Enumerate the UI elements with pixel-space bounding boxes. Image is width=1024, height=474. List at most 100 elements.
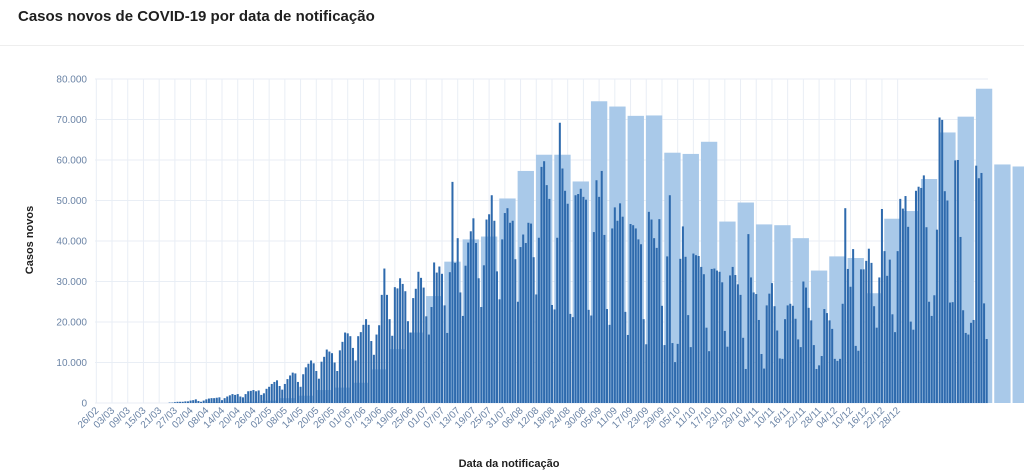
daily-bar (619, 203, 622, 403)
daily-bar (962, 310, 965, 403)
daily-bar (401, 283, 404, 403)
daily-bar (687, 315, 690, 403)
daily-bar (742, 337, 745, 403)
daily-bar (302, 374, 305, 403)
daily-bar (323, 356, 326, 403)
daily-bar (592, 232, 595, 403)
daily-bar (524, 243, 527, 403)
daily-bar (773, 306, 776, 403)
daily-bar (414, 288, 417, 403)
daily-bar (789, 303, 792, 403)
daily-bar (535, 294, 538, 403)
daily-bar (464, 265, 467, 403)
daily-bar (689, 347, 692, 403)
daily-bar (189, 400, 192, 403)
daily-bar (532, 257, 535, 403)
daily-bar (223, 398, 226, 403)
daily-bar (574, 195, 577, 403)
daily-bar (461, 315, 464, 403)
daily-bar (475, 243, 478, 403)
daily-bar (396, 288, 399, 403)
daily-bar (883, 251, 886, 403)
daily-bar (241, 397, 244, 403)
daily-bar (372, 354, 375, 403)
daily-bar (943, 191, 946, 403)
daily-bar (550, 304, 553, 403)
daily-bar (956, 160, 959, 403)
daily-bar (579, 188, 582, 403)
daily-bar (922, 175, 925, 403)
daily-bar (603, 234, 606, 403)
daily-bar (200, 401, 203, 403)
weekly-bar (664, 152, 681, 403)
daily-bar (490, 195, 493, 403)
daily-bar (179, 401, 182, 403)
weekly-bar (884, 218, 901, 403)
weekly-bar (682, 153, 699, 403)
daily-bar (338, 350, 341, 403)
daily-bar (378, 325, 381, 403)
daily-bar (799, 347, 802, 403)
daily-bar (658, 219, 661, 403)
daily-bar (595, 180, 598, 403)
daily-bar (749, 277, 753, 403)
daily-bar (888, 259, 891, 403)
daily-bar (710, 268, 713, 403)
daily-bar (650, 219, 653, 403)
daily-bar (328, 351, 331, 403)
daily-bar (951, 302, 954, 403)
daily-bar (341, 341, 344, 403)
daily-bar (632, 225, 635, 403)
daily-bar (608, 324, 611, 403)
daily-bar (626, 334, 629, 403)
weekly-bar (810, 270, 828, 403)
y-tick-label: 70.000 (56, 115, 87, 126)
daily-bar (412, 298, 415, 403)
daily-bar (234, 394, 237, 403)
y-tick-label: 80.000 (56, 75, 87, 86)
daily-bar (768, 293, 771, 403)
daily-bar (784, 319, 787, 403)
daily-bar (344, 332, 347, 403)
daily-bar (713, 268, 716, 403)
daily-bar (634, 228, 637, 403)
daily-bar (262, 393, 265, 403)
daily-bar (456, 238, 459, 403)
daily-bar (896, 251, 899, 403)
daily-bar (867, 248, 870, 403)
daily-bar (477, 278, 480, 403)
header-divider (0, 45, 1024, 46)
daily-bar (605, 309, 608, 403)
daily-bar (239, 396, 242, 403)
daily-bar (731, 266, 734, 403)
daily-bar (454, 262, 457, 403)
daily-bar (721, 282, 724, 403)
daily-bar (938, 117, 941, 403)
daily-bar (679, 258, 682, 403)
daily-bar (676, 343, 679, 403)
daily-bar (757, 319, 760, 403)
daily-bar (249, 390, 252, 403)
daily-bar (875, 327, 878, 403)
daily-bar (333, 362, 336, 403)
daily-bar (880, 209, 883, 403)
weekly-bar (994, 164, 1011, 403)
daily-bars (168, 117, 988, 404)
daily-bar (482, 265, 485, 403)
daily-bar (380, 294, 383, 403)
daily-bar (506, 208, 509, 403)
daily-bar (472, 218, 475, 403)
daily-bar (186, 401, 189, 403)
daily-bar (359, 332, 362, 403)
daily-bar (815, 368, 818, 403)
daily-bar (891, 314, 894, 403)
daily-bar (613, 207, 616, 403)
daily-bar (435, 272, 438, 403)
daily-bar (349, 336, 352, 403)
daily-bar (917, 186, 920, 403)
daily-bar (433, 262, 436, 403)
daily-bar (498, 299, 501, 403)
daily-bar (765, 305, 768, 403)
daily-bar (192, 400, 195, 403)
daily-bar (231, 394, 234, 403)
